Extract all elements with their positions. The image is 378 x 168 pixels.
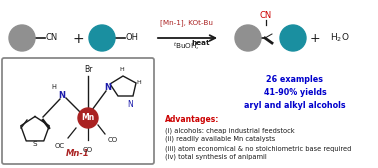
Circle shape bbox=[78, 108, 98, 128]
Text: +: + bbox=[310, 32, 320, 46]
Text: (iv) total synthesis of anipamil: (iv) total synthesis of anipamil bbox=[165, 154, 267, 160]
Text: CN: CN bbox=[46, 33, 58, 43]
Text: aryl and alkyl alcohols: aryl and alkyl alcohols bbox=[244, 101, 346, 110]
Text: CN: CN bbox=[260, 11, 272, 20]
Text: OC: OC bbox=[55, 143, 65, 149]
Text: Mn: Mn bbox=[81, 114, 94, 122]
Text: H: H bbox=[136, 79, 141, 85]
Text: Br: Br bbox=[84, 66, 92, 74]
Text: CO: CO bbox=[83, 147, 93, 153]
Circle shape bbox=[9, 25, 35, 51]
Text: CO: CO bbox=[108, 137, 118, 143]
Text: 41-90% yields: 41-90% yields bbox=[263, 88, 326, 97]
Text: H$_2$O: H$_2$O bbox=[330, 32, 350, 44]
Text: H: H bbox=[51, 84, 56, 90]
Text: Mn-1: Mn-1 bbox=[66, 149, 90, 158]
Text: N: N bbox=[59, 91, 65, 99]
Text: [Mn-1], KOt-Bu: [Mn-1], KOt-Bu bbox=[161, 19, 214, 26]
Circle shape bbox=[235, 25, 261, 51]
Text: +: + bbox=[72, 32, 84, 46]
Text: (iii) atom economical & no stoichiometric base required: (iii) atom economical & no stoichiometri… bbox=[165, 145, 352, 152]
Circle shape bbox=[89, 25, 115, 51]
Text: (i) alcohols: cheap industrial feedstock: (i) alcohols: cheap industrial feedstock bbox=[165, 127, 294, 134]
Text: S: S bbox=[33, 141, 37, 147]
FancyBboxPatch shape bbox=[2, 58, 154, 164]
Text: H: H bbox=[119, 67, 124, 72]
Text: 26 examples: 26 examples bbox=[266, 75, 324, 84]
Text: N: N bbox=[127, 100, 133, 109]
Text: Advantages:: Advantages: bbox=[165, 115, 219, 124]
Text: N: N bbox=[104, 83, 112, 93]
Text: (ii) readily available Mn catalysts: (ii) readily available Mn catalysts bbox=[165, 136, 275, 142]
Text: $^{t}$BuOH,: $^{t}$BuOH, bbox=[174, 40, 201, 52]
Text: OH: OH bbox=[126, 33, 139, 43]
Text: heat: heat bbox=[192, 40, 210, 46]
Circle shape bbox=[280, 25, 306, 51]
